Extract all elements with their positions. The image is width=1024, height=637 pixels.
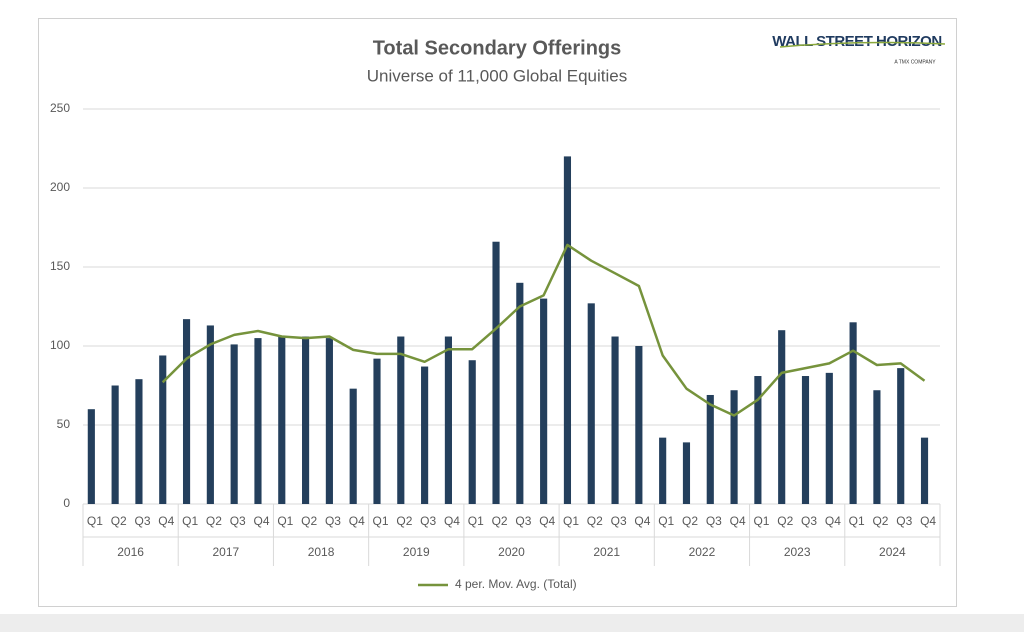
y-tick-label: 0 [63,496,70,510]
group-label: 2020 [498,545,525,559]
bar [492,241,500,504]
logo-swoosh [779,41,946,48]
x-tick-label: Q2 [396,514,412,528]
bar [611,336,619,504]
group-label: 2021 [593,545,620,559]
bar [302,336,310,504]
x-tick-label: Q4 [254,514,270,528]
y-tick-label: 200 [50,180,70,194]
bar [206,325,214,504]
bar [540,298,548,504]
bar [87,409,95,504]
y-tick-label: 100 [50,338,70,352]
logo-name: WALL STREET HORIZON [772,33,941,50]
x-tick-label: Q1 [849,514,865,528]
x-tick-label: Q1 [563,514,579,528]
group-label: 2022 [689,545,716,559]
chart-subtitle: Universe of 11,000 Global Equities [367,66,628,85]
bar [373,358,381,504]
x-tick-label: Q2 [206,514,222,528]
x-tick-label: Q3 [420,514,436,528]
x-tick-label: Q3 [706,514,722,528]
x-tick-label: Q3 [515,514,531,528]
y-tick-label: 250 [50,101,70,115]
chart-title: Total Secondary Offerings [373,37,622,59]
moving-average-line [161,243,926,417]
bar [182,319,191,504]
bar [325,338,333,504]
bar [659,437,667,504]
bar [421,366,429,504]
x-tick-label: Q1 [277,514,293,528]
bar [230,344,238,504]
x-tick-label: Q4 [634,514,650,528]
y-tick-label: 50 [57,417,71,431]
x-tick-label: Q4 [158,514,174,528]
bar [397,336,405,504]
x-tick-label: Q3 [801,514,817,528]
x-tick-label: Q4 [920,514,936,528]
group-label: 2019 [403,545,430,559]
x-tick-label: Q3 [896,514,912,528]
bar [444,336,452,504]
bar [825,372,833,504]
x-tick-label: Q4 [730,514,746,528]
bar [897,368,905,504]
x-tick-label: Q2 [587,514,603,528]
bar [778,330,786,504]
bottom-strip [0,614,1024,632]
bar [563,156,572,504]
bar [111,385,119,504]
x-tick-label: Q2 [492,514,508,528]
x-tick-label: Q3 [230,514,246,528]
x-tick-label: Q1 [753,514,769,528]
x-tick-label: Q1 [182,514,198,528]
x-tick-label: Q3 [611,514,627,528]
x-tick-label: Q2 [301,514,317,528]
group-label: 2018 [308,545,335,559]
x-tick-label: Q3 [325,514,341,528]
y-tick-label: 150 [50,259,70,273]
bar [635,346,643,504]
x-tick-label: Q2 [111,514,127,528]
bar [587,303,595,504]
x-tick-label: Q4 [444,514,460,528]
legend-label: 4 per. Mov. Avg. (Total) [455,577,577,591]
bar [278,336,286,504]
bar [706,394,714,504]
x-tick-label: Q2 [872,514,888,528]
x-tick-label: Q4 [349,514,365,528]
group-label: 2016 [117,545,144,559]
x-tick-label: Q2 [682,514,698,528]
logo-tagline: A TMX COMPANY [894,59,936,65]
bar [730,390,738,504]
bar [349,388,357,504]
bar [516,282,524,504]
x-tick-label: Q4 [539,514,555,528]
bar [873,390,881,504]
bar [801,376,810,504]
bar [159,355,167,504]
bar [468,360,476,504]
bar [849,322,857,504]
bar [682,442,691,504]
x-tick-label: Q1 [87,514,103,528]
x-tick-label: Q1 [658,514,674,528]
bar [920,437,929,504]
x-tick-label: Q1 [373,514,389,528]
group-label: 2023 [784,545,811,559]
bar [135,379,143,504]
group-label: 2024 [879,545,906,559]
x-tick-label: Q2 [777,514,793,528]
x-tick-label: Q1 [468,514,484,528]
x-tick-label: Q3 [135,514,151,528]
group-label: 2017 [212,545,239,559]
x-tick-label: Q4 [825,514,841,528]
bar [754,376,762,504]
bar [254,338,262,504]
